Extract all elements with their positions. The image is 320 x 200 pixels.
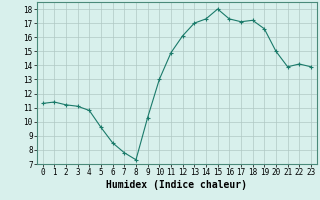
X-axis label: Humidex (Indice chaleur): Humidex (Indice chaleur) bbox=[106, 180, 247, 190]
